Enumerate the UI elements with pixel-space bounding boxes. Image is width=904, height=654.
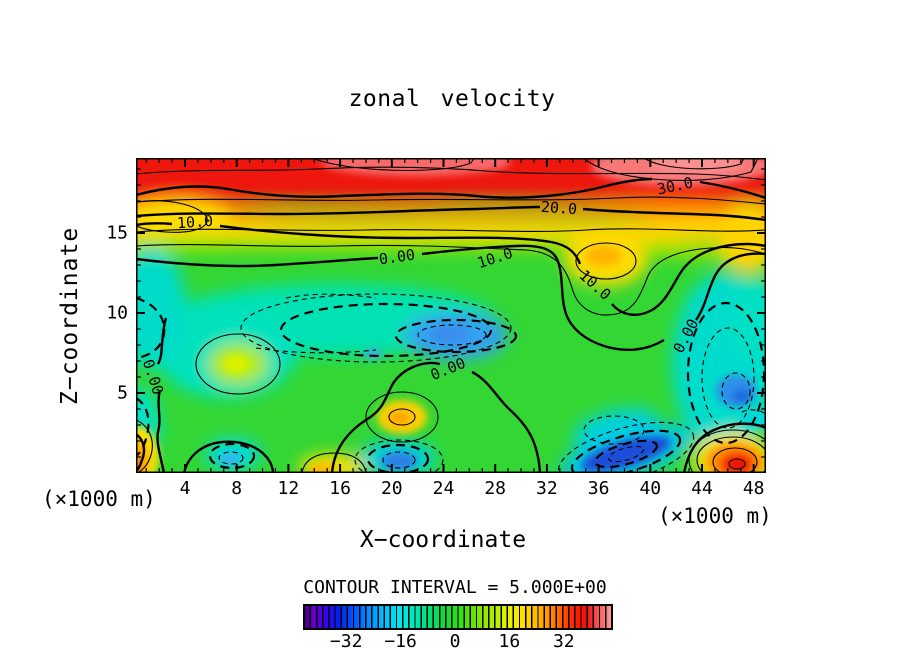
x-tick-label: 24 bbox=[432, 478, 455, 499]
x-tick-label: 48 bbox=[742, 478, 765, 499]
x-tick-label: 20 bbox=[380, 478, 403, 499]
colorbar-tick-label: 0 bbox=[449, 631, 461, 652]
x-tick-label: 4 bbox=[179, 478, 191, 499]
x-tick-label: 44 bbox=[691, 478, 713, 499]
field-fills bbox=[136, 158, 766, 473]
colorbar bbox=[303, 604, 613, 630]
colorbar-tick-label: 16 bbox=[498, 631, 521, 652]
contour-interval-text: CONTOUR INTERVAL = 5.000E+00 bbox=[303, 577, 607, 598]
contour-lines-dashed-thin bbox=[218, 293, 766, 473]
x-tick-label: 36 bbox=[587, 478, 610, 499]
x-tick-label: 12 bbox=[277, 478, 300, 499]
x-tick-label: 40 bbox=[639, 478, 662, 499]
contour-label: 0.00 bbox=[378, 246, 416, 269]
colorbar-tick-label: 32 bbox=[552, 631, 575, 652]
contour-lines-thick bbox=[136, 177, 766, 473]
z-tick-label: 15 bbox=[106, 222, 128, 244]
contour-lines-thin bbox=[136, 158, 766, 473]
x-tick-label: 32 bbox=[536, 478, 558, 499]
colorbar-tick-label: −16 bbox=[384, 631, 417, 652]
colorbar-tick-labels: −32 −16 0 16 32 bbox=[303, 631, 609, 653]
z-tick-label: 5 bbox=[117, 382, 128, 404]
z-axis-tick-labels: 5 10 15 bbox=[94, 158, 130, 473]
contour-label: 10.0 bbox=[176, 212, 213, 232]
x-axis-unit-right: (×1000 m) bbox=[658, 504, 772, 528]
contour-plot: 10.0 20.0 30.0 0.00 10.0 10.0 0.00 0.00 0.00 bbox=[134, 156, 768, 475]
chart-title: zonal velocity bbox=[348, 86, 556, 112]
x-axis-tick-labels: 4 8 12 16 20 24 28 32 36 40 44 48 bbox=[136, 478, 766, 500]
x-tick-label: 16 bbox=[329, 478, 351, 499]
colorbar-tick-label: −32 bbox=[329, 631, 363, 652]
contour-lines-dashed-thick bbox=[136, 296, 766, 473]
x-axis-label: X−coordinate bbox=[359, 527, 527, 553]
x-tick-label: 8 bbox=[231, 478, 243, 499]
z-tick-label: 10 bbox=[106, 302, 128, 324]
x-axis-unit-left: (×1000 m) bbox=[42, 487, 156, 511]
contour-plot-svg: 10.020.030.00.00 10.010.00.00 0.000.00 bbox=[134, 156, 768, 475]
contour-label: 20.0 bbox=[540, 198, 577, 218]
z-axis-label: Z−coordinate bbox=[57, 226, 83, 405]
x-tick-label: 28 bbox=[484, 478, 507, 499]
